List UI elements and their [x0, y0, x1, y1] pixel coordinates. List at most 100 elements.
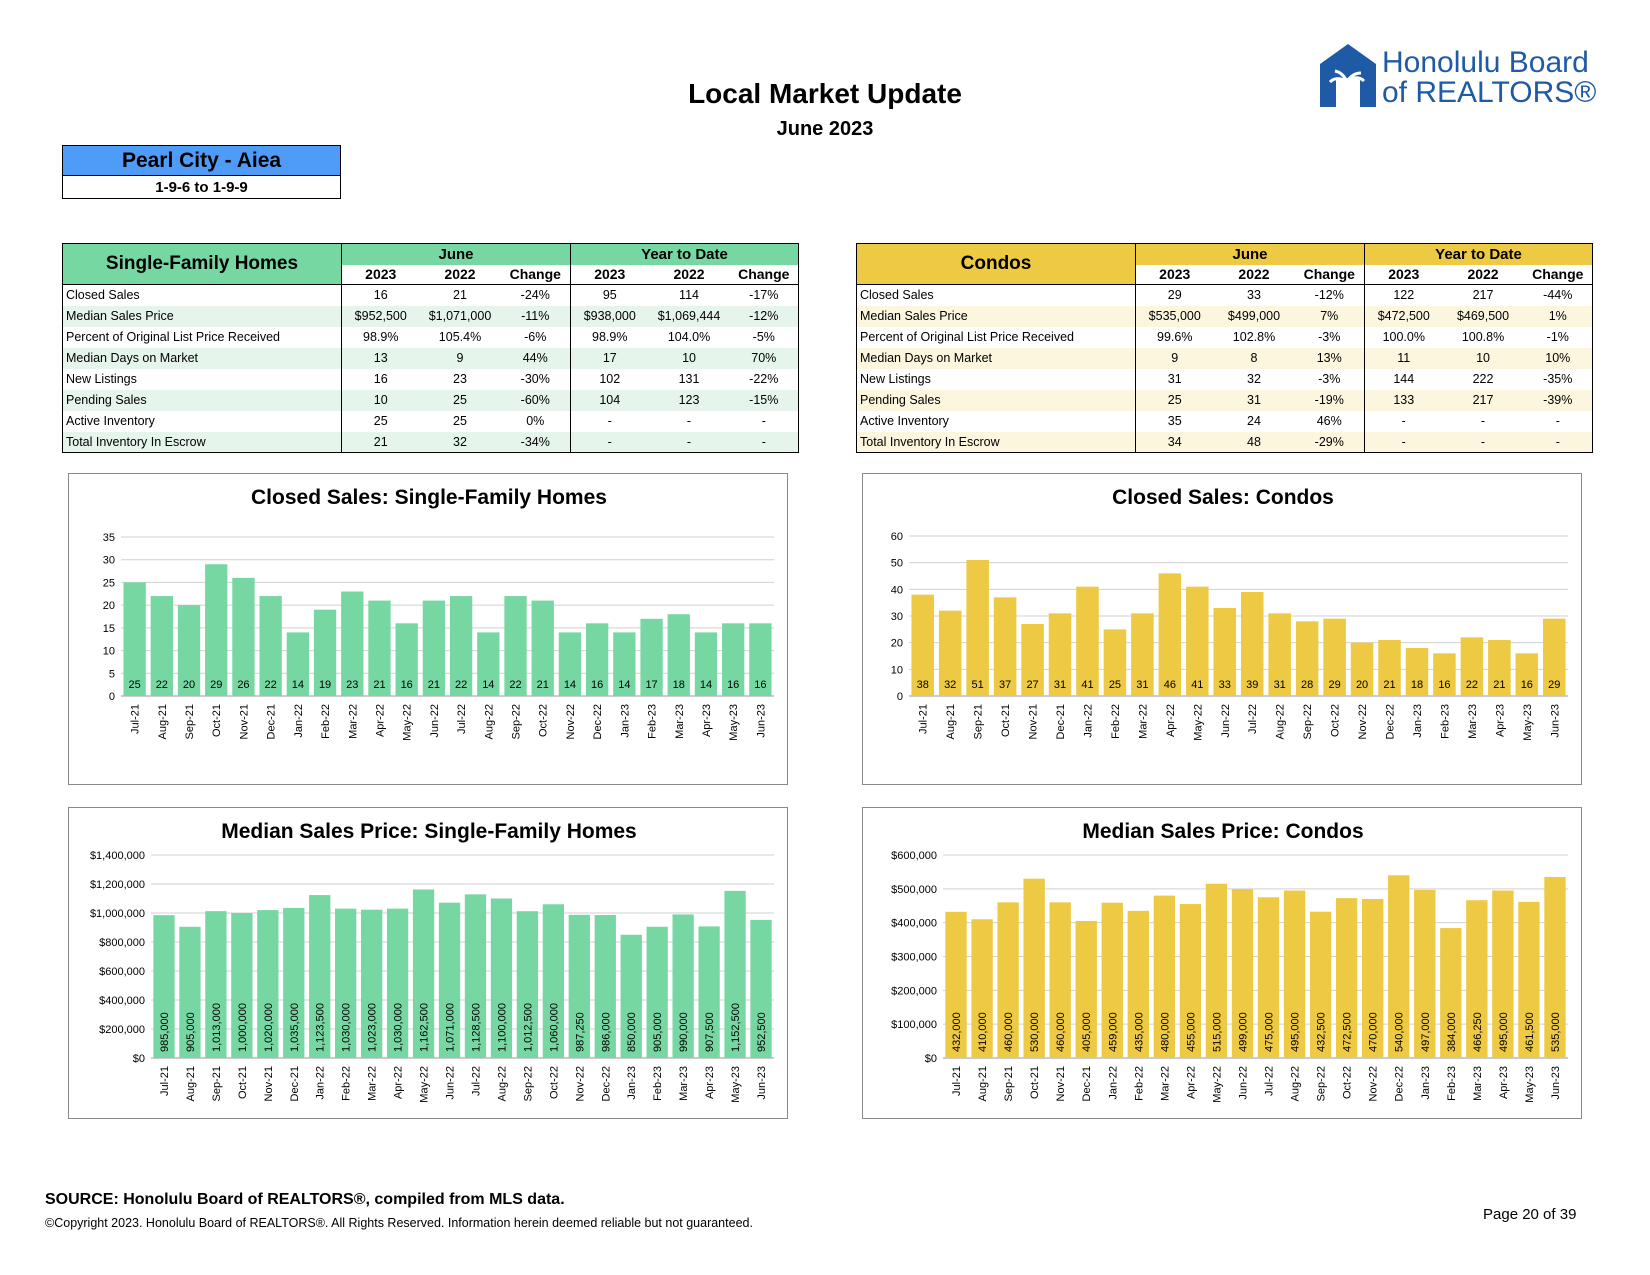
data-label: 461,500 [1524, 1012, 1536, 1052]
table-cell: 21 [341, 431, 420, 453]
x-tick-label: May-22 [402, 704, 414, 741]
x-tick-label: Mar-22 [367, 1066, 379, 1101]
data-label: 28 [1301, 679, 1313, 691]
data-label: 1,123,500 [315, 1003, 327, 1052]
data-label: 475,000 [1264, 1012, 1276, 1052]
bar [205, 564, 228, 696]
data-label: 21 [1493, 679, 1505, 691]
row-label: Total Inventory In Escrow [856, 431, 1136, 453]
bar [1405, 648, 1429, 696]
data-label: 1,060,000 [548, 1003, 560, 1052]
x-tick-label: Nov-21 [238, 704, 250, 739]
table-cell: $1,069,444 [648, 305, 730, 327]
logo: Honolulu Board of REALTORS® [1320, 44, 1620, 110]
table-cell: 114 [679, 288, 699, 303]
x-tick-label: Nov-22 [1368, 1066, 1380, 1101]
bar [1049, 902, 1071, 1058]
row-label: Active Inventory [856, 410, 1136, 432]
x-tick-label: Jun-23 [756, 1066, 768, 1100]
table-cell: 31 [1213, 389, 1295, 411]
x-tick-label: Aug-21 [977, 1066, 989, 1101]
group-header-june: June [340, 243, 572, 265]
chart-title: Median Sales Price: Condos [1082, 820, 1363, 843]
y-tick-label: 30 [103, 555, 115, 567]
data-label: 907,500 [704, 1012, 716, 1052]
row-label: Total Inventory In Escrow [62, 431, 342, 453]
y-tick-label: $600,000 [99, 966, 145, 978]
bar [1335, 898, 1358, 1058]
table-row: Active Inventory 25 25 0% - - - [62, 410, 800, 432]
chart-median-price-sf: Median Sales Price: Single-Family Homes $… [68, 807, 788, 1119]
x-tick-label: Sep-21 [973, 704, 985, 739]
bar [1414, 889, 1436, 1058]
bar [1515, 653, 1539, 696]
x-tick-label: Feb-22 [341, 1066, 353, 1101]
table-cell: -35% [1523, 368, 1594, 390]
table-cell: 9 [1135, 347, 1214, 369]
table-cell: 34 [1135, 431, 1214, 453]
x-tick-label: Mar-23 [1472, 1066, 1484, 1101]
x-tick-label: Jan-23 [619, 704, 631, 738]
data-label: 384,000 [1446, 1012, 1458, 1052]
bar [259, 596, 282, 696]
table-cell: 33 [1247, 288, 1261, 303]
bar [1440, 928, 1462, 1058]
data-label: 46 [1164, 679, 1176, 691]
table-cell: -3% [1294, 368, 1366, 390]
bar [585, 623, 609, 696]
bar [613, 632, 636, 696]
table-cell: 133 [1364, 389, 1443, 411]
bar [1179, 904, 1202, 1058]
data-label: 18 [673, 679, 685, 691]
x-tick-label: Mar-23 [678, 1066, 690, 1101]
data-label: 14 [292, 679, 304, 691]
x-tick-label: Apr-23 [1494, 704, 1506, 737]
data-label: 990,000 [678, 1012, 690, 1052]
table-cell: 104.0% [667, 330, 711, 344]
bar [667, 614, 690, 696]
table-cell: 8 [1213, 347, 1295, 369]
bar [694, 632, 718, 696]
table-row: Active Inventory 35 24 46% - - - [856, 410, 1594, 432]
y-tick-label: $1,200,000 [90, 879, 145, 891]
y-tick-label: 50 [891, 558, 903, 570]
table-cell: -39% [1523, 389, 1594, 411]
data-label: 29 [210, 679, 222, 691]
table-row: Total Inventory In Escrow 34 48 -29% - - - [856, 431, 1594, 453]
bar [698, 926, 720, 1058]
table-cell: - [686, 414, 692, 428]
data-label: 14 [564, 679, 576, 691]
bar [750, 919, 772, 1058]
data-label: 459,000 [1107, 1012, 1119, 1052]
x-tick-label: May-23 [1522, 704, 1534, 741]
table-row: Percent of Original List Price Received 9… [856, 326, 1594, 348]
data-label: 33 [1219, 679, 1231, 691]
data-label: 535,000 [1550, 1012, 1562, 1052]
data-label: 1,030,000 [341, 1003, 353, 1052]
y-tick-label: 20 [891, 638, 903, 650]
bar [971, 919, 993, 1058]
table-cell: 35 [1167, 414, 1182, 428]
table-cell: -22% [729, 368, 800, 390]
table-cell: 7% [1294, 305, 1366, 327]
data-label: 16 [401, 679, 413, 691]
x-tick-label: Dec-21 [289, 1066, 301, 1101]
bar [1518, 901, 1540, 1058]
x-tick-label: May-23 [728, 704, 740, 741]
data-label: 29 [1328, 679, 1340, 691]
x-tick-label: Apr-23 [1498, 1066, 1510, 1099]
x-tick-label: Jun-22 [1220, 704, 1232, 738]
bar [1295, 621, 1319, 696]
bar [438, 902, 461, 1058]
table-cell: - [607, 414, 612, 428]
col-header: 2022 [648, 264, 730, 285]
table-cell: 102 [599, 372, 621, 386]
bar [153, 915, 175, 1058]
data-label: 17 [645, 679, 657, 691]
x-tick-label: Aug-22 [496, 1066, 508, 1101]
row-label: Active Inventory [62, 410, 342, 432]
x-tick-label: Nov-21 [1055, 1066, 1067, 1101]
bar [205, 911, 227, 1058]
row-label: Median Sales Price [856, 305, 1136, 327]
bar [1213, 608, 1237, 696]
